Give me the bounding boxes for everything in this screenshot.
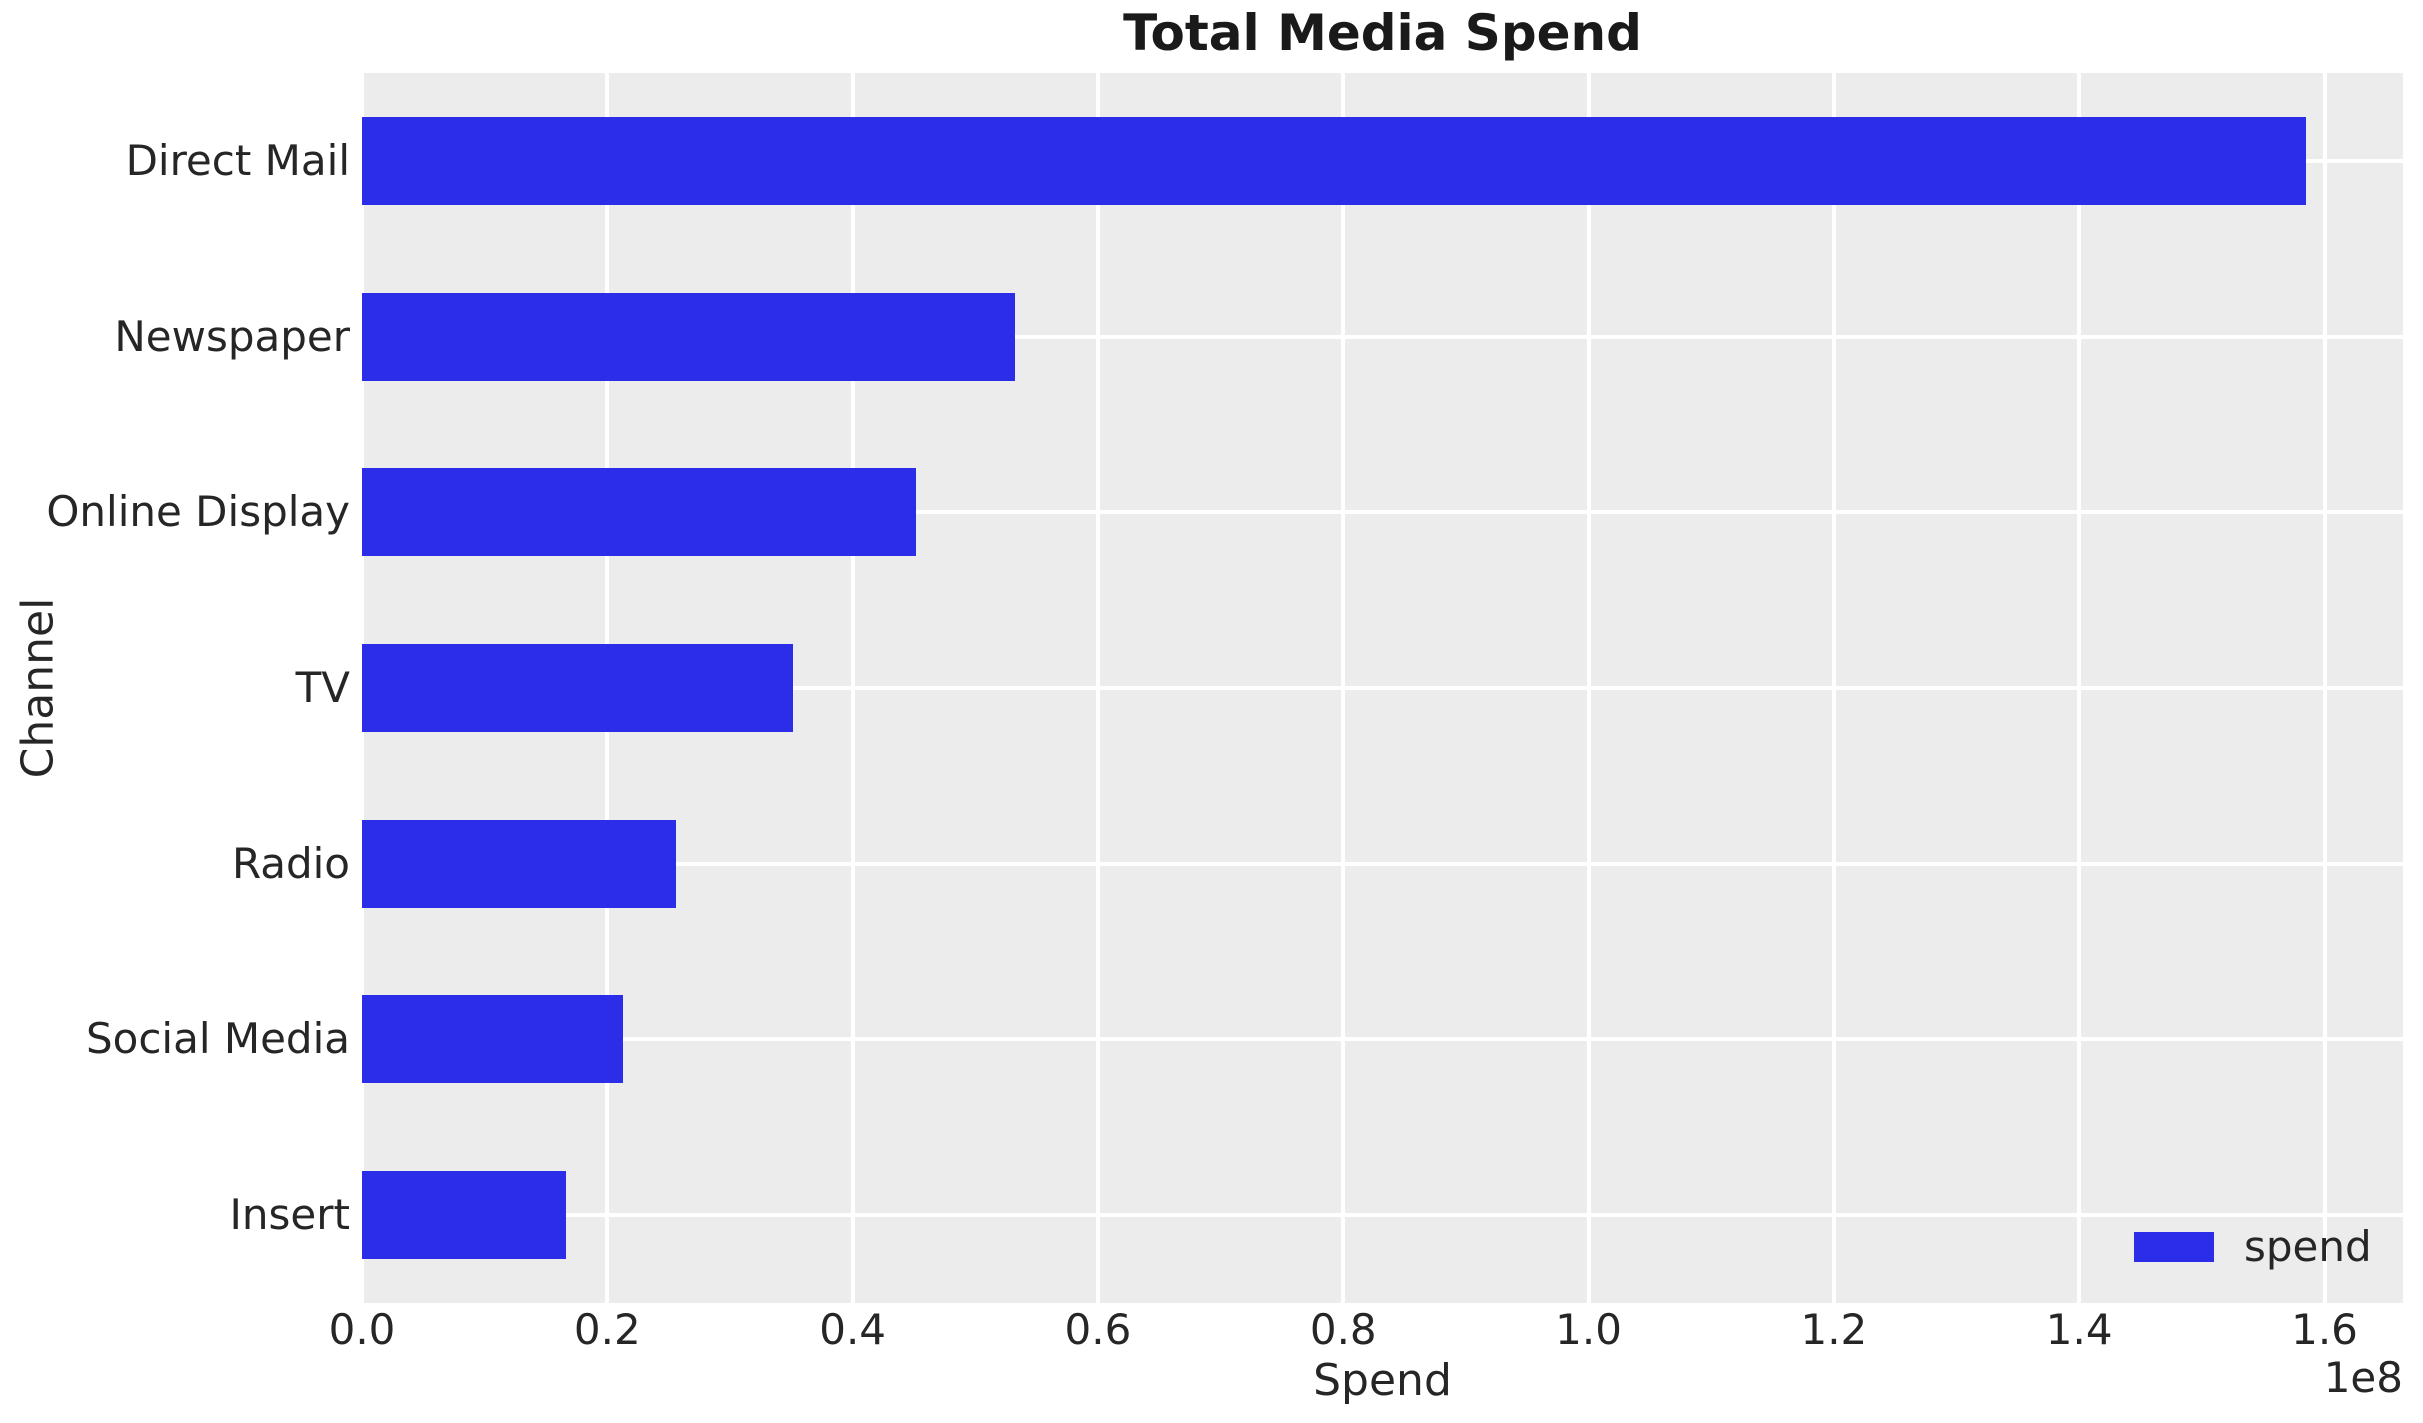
- x-axis-label: Spend: [1313, 1355, 1452, 1406]
- y-tick-label-tv: TV: [295, 663, 350, 712]
- bar-online-display: [362, 468, 917, 557]
- bar-direct-mail: [362, 116, 2307, 205]
- bar-newspaper: [362, 292, 1015, 381]
- chart-title: Total Media Spend: [1123, 4, 1642, 62]
- x-axis-offset-label: 1e8: [2323, 1353, 2403, 1402]
- bar-radio: [362, 819, 676, 908]
- y-tick-label-direct-mail: Direct Mail: [125, 135, 350, 185]
- bar-insert: [362, 1171, 566, 1260]
- y-tick-label-newspaper: Newspaper: [114, 311, 350, 361]
- x-tick-label-1.6: 1.6: [2291, 1305, 2358, 1354]
- x-tick-label-0.2: 0.2: [573, 1305, 641, 1354]
- y-tick-label-radio: Radio: [231, 838, 350, 888]
- gridline-y-radio: [362, 861, 2403, 866]
- x-tick-label-0.0: 0.0: [328, 1305, 396, 1354]
- gridline-y-online-display: [362, 510, 2403, 515]
- gridline-y-tv: [362, 686, 2403, 690]
- x-tick-label-1.0: 1.0: [1555, 1305, 1622, 1354]
- gridline-y-social-media: [362, 1037, 2403, 1042]
- y-tick-label-insert: Insert: [229, 1190, 350, 1240]
- y-tick-label-social-media: Social Media: [85, 1014, 350, 1064]
- y-tick-label-online-display: Online Display: [46, 487, 350, 537]
- legend-swatch: [2134, 1232, 2214, 1262]
- plot-area: spend: [362, 73, 2403, 1303]
- x-tick-label-0.6: 0.6: [1064, 1305, 1132, 1354]
- x-tick-label-0.4: 0.4: [819, 1305, 887, 1354]
- legend: spend: [2134, 1223, 2372, 1271]
- gridline-y-newspaper: [362, 334, 2403, 339]
- x-tick-label-0.8: 0.8: [1309, 1305, 1377, 1354]
- bar-tv: [362, 644, 793, 732]
- gridline-y-insert: [362, 1213, 2403, 1218]
- bar-social-media: [362, 995, 624, 1084]
- x-tick-label-1.4: 1.4: [2045, 1305, 2113, 1354]
- legend-label: spend: [2244, 1222, 2372, 1271]
- x-tick-label-1.2: 1.2: [1800, 1305, 1868, 1354]
